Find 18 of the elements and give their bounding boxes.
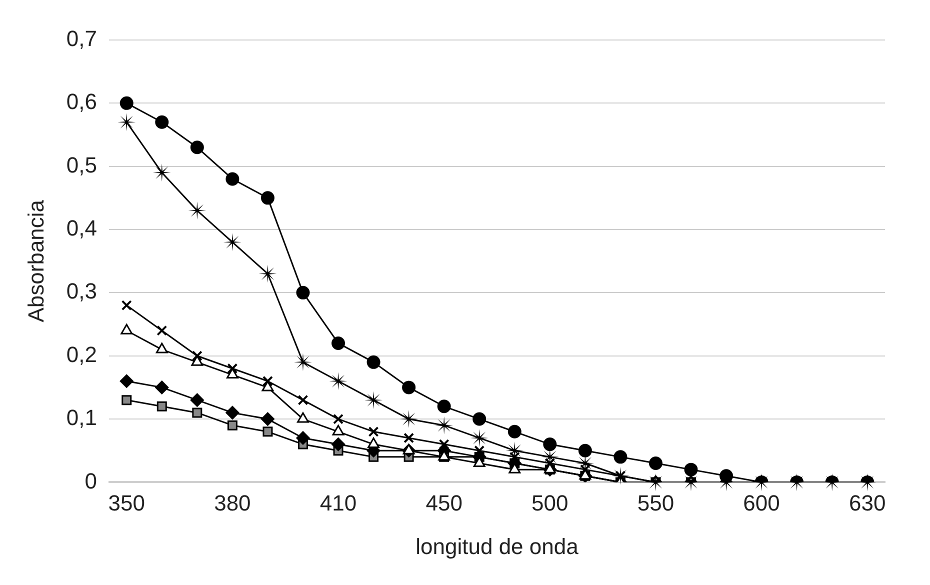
y-tick-label: 0,3 — [66, 278, 97, 304]
x-axis-title: longitud de onda — [416, 534, 580, 559]
y-tick-label: 0,1 — [66, 405, 97, 430]
x-tick-label: 500 — [532, 490, 568, 516]
x-tick-label: 380 — [214, 490, 251, 516]
x-tick-label: 410 — [320, 490, 357, 516]
y-axis-title: Absorbancia — [23, 199, 48, 322]
y-tick-label: 0,2 — [66, 342, 97, 367]
y-tick-label: 0,6 — [66, 89, 97, 114]
x-tick-label: 630 — [849, 490, 886, 516]
y-tick-label: 0,4 — [66, 216, 97, 241]
x-tick-label: 350 — [108, 490, 145, 516]
y-tick-label: 0,7 — [66, 26, 97, 52]
x-tick-label: 550 — [637, 490, 674, 516]
y-tick-label: 0,5 — [66, 152, 97, 178]
x-tick-label: 600 — [743, 490, 780, 516]
y-tick-label: 0 — [84, 468, 97, 494]
x-tick-label: 450 — [426, 490, 462, 516]
